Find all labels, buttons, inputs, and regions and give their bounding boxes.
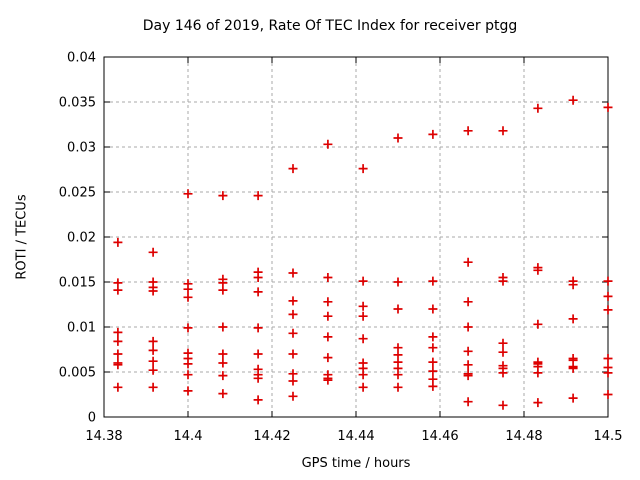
x-tick-label: 14.4 [174,429,203,444]
y-tick-label: 0.01 [67,321,96,336]
chart-title: Day 146 of 2019, Rate Of TEC Index for r… [142,18,518,34]
y-tick-label: 0.015 [59,276,96,291]
y-tick-label: 0 [88,411,96,426]
y-tick-label: 0.025 [59,186,96,201]
y-tick-label: 0.02 [67,231,96,246]
x-tick-label: 14.46 [421,429,458,444]
x-tick-label: 14.5 [594,429,623,444]
x-tick-label: 14.44 [337,429,374,444]
y-tick-label: 0.005 [59,366,96,381]
y-tick-label: 0.04 [67,51,96,66]
y-tick-label: 0.035 [59,96,96,111]
x-tick-label: 14.42 [253,429,290,444]
y-tick-label: 0.03 [67,141,96,156]
x-axis-label: GPS time / hours [301,456,411,471]
scatter-points-series [113,95,613,410]
x-tick-label: 14.48 [505,429,542,444]
x-tick-label: 14.38 [85,429,122,444]
